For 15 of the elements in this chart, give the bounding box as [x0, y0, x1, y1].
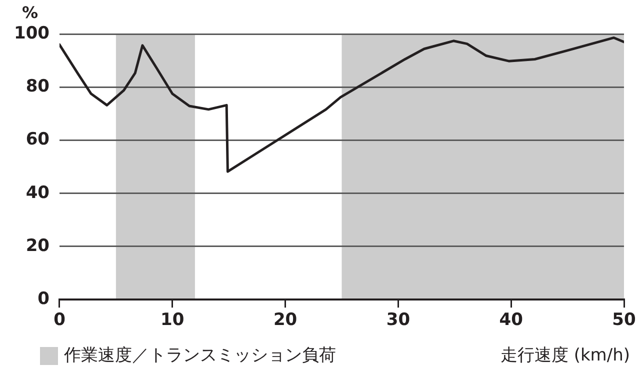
legend-label: 作業速度／トランスミッション負荷 — [63, 345, 336, 366]
x-tick-label: 50 — [612, 310, 636, 330]
y-tick-label: 40 — [26, 182, 50, 203]
x-tick-label: 30 — [386, 310, 410, 330]
y-tick-label: 80 — [26, 76, 50, 97]
y-tick-label: 0 — [38, 289, 50, 310]
x-tick-label: 40 — [499, 310, 524, 330]
x-tick-label: 20 — [273, 310, 298, 330]
y-tick-label: 60 — [26, 130, 50, 150]
x-tick-label: 10 — [160, 310, 184, 330]
y-tick-label: 20 — [26, 236, 50, 256]
y-tick-label: 100 — [14, 23, 50, 44]
x-tick-label: 0 — [54, 310, 66, 330]
y-axis-title: % — [22, 3, 38, 22]
x-axis-title: 走行速度 (km/h) — [500, 345, 630, 366]
